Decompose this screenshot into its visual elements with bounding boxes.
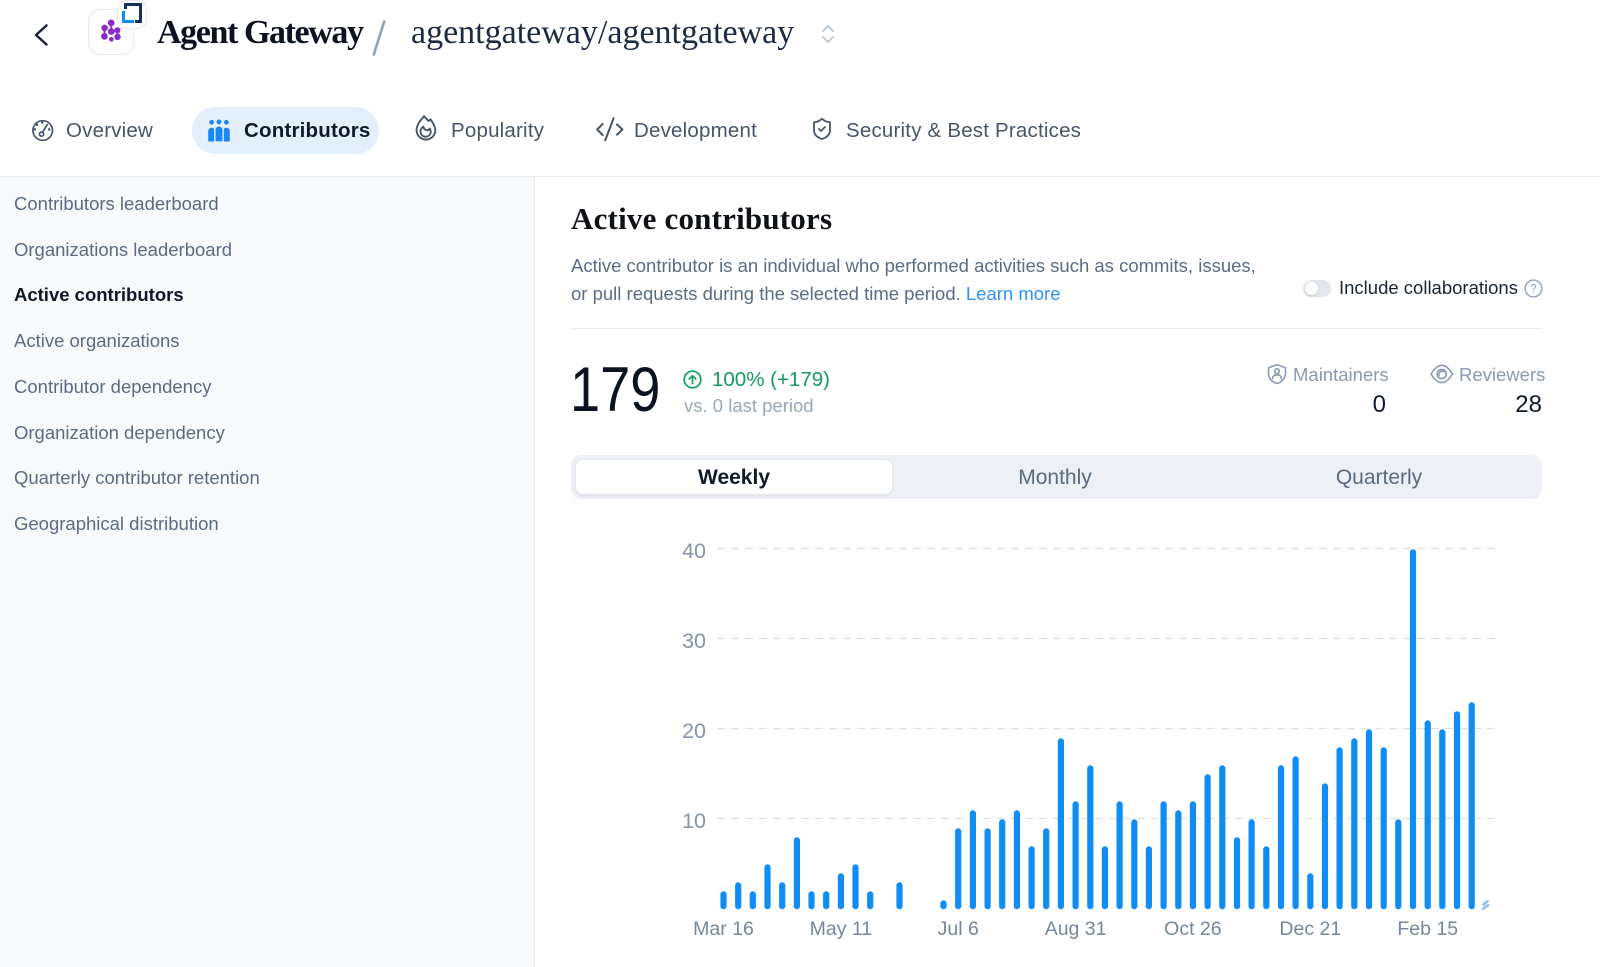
svg-text:Oct 26: Oct 26 — [1164, 918, 1221, 940]
svg-text:Mar 16: Mar 16 — [693, 918, 754, 940]
svg-text:20: 20 — [682, 719, 706, 743]
svg-text:?: ? — [1530, 284, 1536, 296]
svg-text:Dec 21: Dec 21 — [1279, 918, 1341, 940]
svg-text:Aug 31: Aug 31 — [1045, 918, 1107, 940]
svg-text:Jul 6: Jul 6 — [938, 918, 979, 940]
svg-text:Feb 15: Feb 15 — [1397, 918, 1458, 940]
svg-text:10: 10 — [682, 809, 706, 833]
svg-text:30: 30 — [682, 629, 706, 653]
svg-text:40: 40 — [682, 539, 706, 563]
svg-text:May 11: May 11 — [810, 918, 873, 940]
